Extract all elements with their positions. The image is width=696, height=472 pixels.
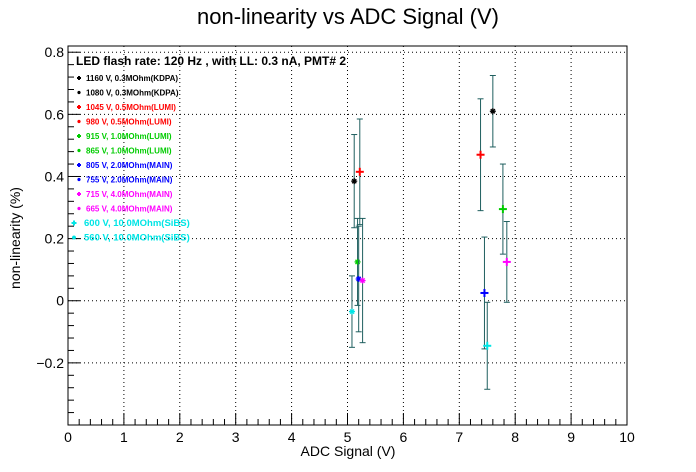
x-tick-label: 7 (455, 429, 463, 445)
legend-label: 805 V, 2.0MOhm(MAIN) (86, 161, 173, 170)
legend-label: 980 V, 0.5MOhm(LUMI) (86, 118, 172, 127)
legend-entry: 560 V, 10.0MOhm(SiBS) (72, 233, 190, 244)
legend: 1160 V, 0.3MOhm(KDPA) 1080 V, 0.3MOhm(KDP… (71, 74, 190, 244)
y-tick-label: 0 (56, 293, 64, 309)
data-points (348, 75, 511, 390)
x-tick-label: 10 (619, 429, 635, 445)
y-tick-label: 0.8 (45, 44, 65, 60)
marker-star-d2 (351, 178, 357, 184)
marker-star-d2 (77, 206, 81, 211)
data-point (476, 98, 485, 212)
x-tick-label: 4 (288, 429, 296, 445)
legend-entry: 1080 V, 0.3MOhm(KDPA) (77, 89, 179, 98)
y-axis-label: non-linearity (%) (7, 187, 23, 289)
legend-entry: 805 V, 2.0MOhm(MAIN) (77, 161, 173, 170)
legend-label: 1160 V, 0.3MOhm(KDPA) (86, 74, 178, 83)
marker-star-d2 (77, 119, 81, 124)
data-point (355, 118, 364, 226)
data-point (359, 217, 366, 344)
marker-star-d2 (349, 309, 355, 315)
x-tick-label: 3 (232, 429, 240, 445)
legend-label: 1045 V, 0.5MOhm(LUMI) (86, 103, 176, 112)
legend-label: 755 V, 2.0MOhm(MAIN) (86, 176, 173, 185)
legend-label: 665 V, 4.0MOhm(MAIN) (86, 205, 173, 214)
legend-label: 715 V, 4.0MOhm(MAIN) (86, 190, 173, 199)
x-tick-label: 2 (176, 429, 184, 445)
x-tick-label: 1 (120, 429, 128, 445)
chart-title: non-linearity vs ADC Signal (V) (197, 4, 499, 29)
legend-entry: 915 V, 1.0MOhm(LUMI) (77, 132, 172, 141)
legend-label: 600 V, 10.0MOhm(SiBS) (84, 218, 190, 229)
marker-star-d2 (77, 90, 81, 95)
data-point (355, 225, 362, 333)
data-point (480, 236, 489, 350)
legend-label: 560 V, 10.0MOhm(SiBS) (84, 233, 190, 244)
data-point (502, 221, 511, 303)
y-tick-label: 0.2 (45, 231, 65, 247)
y-tick-label: 0.4 (45, 168, 65, 184)
x-tick-label: 0 (64, 429, 72, 445)
marker-star-d2 (72, 235, 76, 240)
data-point (348, 275, 355, 348)
x-tick-label: 8 (511, 429, 519, 445)
legend-entry: 665 V, 4.0MOhm(MAIN) (77, 205, 173, 214)
legend-entry: 1045 V, 0.5MOhm(LUMI) (77, 103, 176, 112)
marker-star-d2 (490, 108, 496, 114)
legend-entry: 600 V, 10.0MOhm(SiBS) (71, 218, 190, 229)
data-point (483, 301, 492, 390)
annotation-text: LED flash rate: 120 Hz , with LL: 0.3 nA… (76, 54, 346, 68)
legend-label: 1080 V, 0.3MOhm(KDPA) (86, 89, 179, 98)
legend-entry: 865 V, 1.0MOhm(LUMI) (77, 147, 172, 156)
marker-star-d2 (356, 276, 362, 282)
y-tick-label: 0.6 (45, 106, 65, 122)
x-axis-label: ADC Signal (V) (301, 443, 396, 459)
x-tick-label: 5 (344, 429, 352, 445)
axes: 0 1 2 3 4 5 6 7 8 9 10 −0.2 0 0.2 0.4 0.6 0.8 (36, 44, 635, 445)
y-tick-label: −0.2 (36, 355, 64, 371)
legend-entry: 980 V, 0.5MOhm(LUMI) (77, 118, 172, 127)
legend-entry: 1160 V, 0.3MOhm(KDPA) (77, 74, 178, 83)
data-point (351, 134, 358, 229)
legend-label: 865 V, 1.0MOhm(LUMI) (86, 147, 172, 156)
marker-star-d2 (77, 148, 81, 153)
legend-entry: 715 V, 4.0MOhm(MAIN) (77, 190, 173, 199)
x-tick-label: 9 (567, 429, 575, 445)
data-point (489, 75, 496, 148)
legend-entry: 755 V, 2.0MOhm(MAIN) (77, 176, 173, 185)
data-point (498, 163, 507, 255)
x-tick-label: 6 (400, 429, 408, 445)
marker-star-d2 (360, 277, 366, 284)
legend-label: 915 V, 1.0MOhm(LUMI) (86, 132, 172, 141)
marker-star-d2 (77, 177, 81, 182)
